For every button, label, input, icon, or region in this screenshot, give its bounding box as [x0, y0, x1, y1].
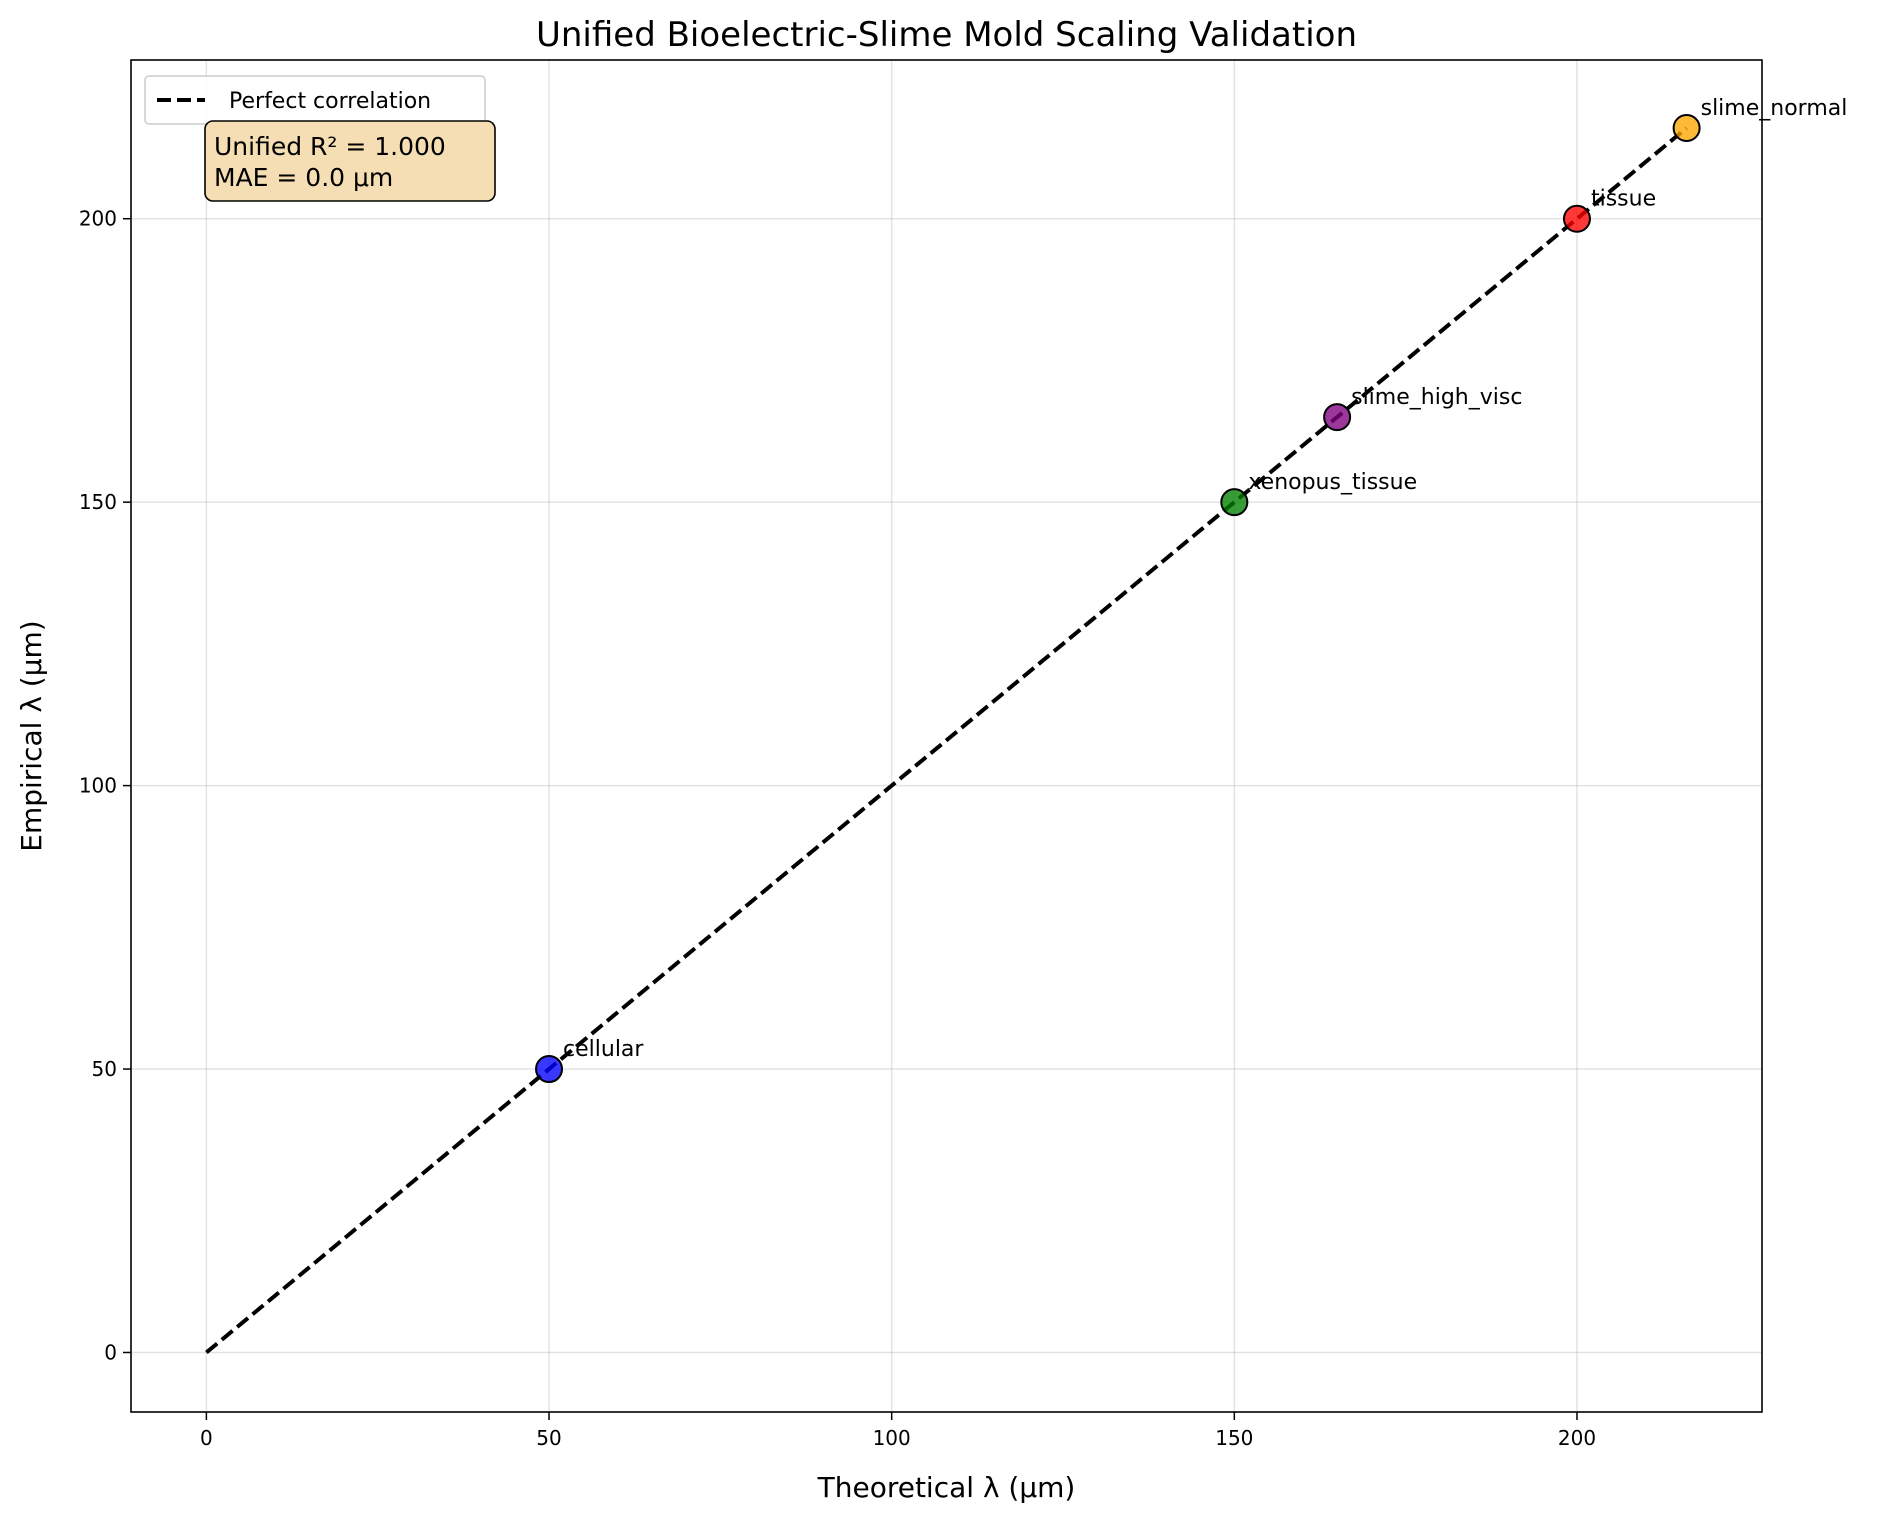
point-label-cellular: cellular: [563, 1037, 644, 1062]
axis-ticks: 0 50 100 150 200 0 50 100 150 200: [79, 207, 1596, 1450]
data-point-slime-normal: [1672, 114, 1701, 143]
x-tick-label: 150: [1215, 1426, 1253, 1450]
grid: [131, 60, 1762, 1412]
stats-box-background: [204, 120, 496, 202]
legend: Perfect correlation: [144, 75, 486, 125]
x-tick-label: 100: [873, 1426, 911, 1450]
x-tick-label: 0: [200, 1426, 213, 1450]
reference-line-layer: [205, 126, 1688, 1355]
x-tick-label: 50: [536, 1426, 561, 1450]
data-points: [535, 114, 1701, 1084]
y-tick-label: 50: [92, 1057, 117, 1081]
data-point-cellular: [535, 1055, 564, 1084]
stats-r-squared: Unified R² = 1.000: [214, 132, 446, 161]
chart-title: Unified Bioelectric-Slime Mold Scaling V…: [536, 15, 1357, 55]
point-labels: cellular xenopus_tissue slime_high_visc tis…: [563, 96, 1847, 1062]
y-tick-label: 150: [79, 490, 117, 514]
x-axis-label: Theoretical λ (μm): [817, 1471, 1076, 1504]
y-axis-label: Empirical λ (μm): [15, 620, 48, 851]
plot-frame: [130, 59, 1763, 1413]
y-tick-label: 200: [79, 207, 117, 231]
data-point-xenopus-tissue: [1220, 488, 1249, 517]
data-point-tissue: [1562, 204, 1591, 233]
stats-mae: MAE = 0.0 μm: [214, 163, 393, 192]
legend-entry-perfect-correlation: Perfect correlation: [229, 89, 431, 114]
point-label-xenopus-tissue: xenopus_tissue: [1248, 470, 1417, 495]
point-label-tissue: tissue: [1591, 187, 1656, 212]
data-point-slime-high-visc: [1323, 403, 1352, 432]
point-label-slime-normal: slime_normal: [1701, 96, 1848, 121]
stats-box: Unified R² = 1.000 MAE = 0.0 μm: [204, 120, 496, 202]
perfect-correlation-line: [205, 126, 1688, 1355]
y-tick-label: 0: [104, 1340, 117, 1364]
point-label-slime-high-visc: slime_high_visc: [1351, 385, 1522, 410]
x-tick-label: 200: [1558, 1426, 1596, 1450]
y-tick-label: 100: [79, 774, 117, 798]
